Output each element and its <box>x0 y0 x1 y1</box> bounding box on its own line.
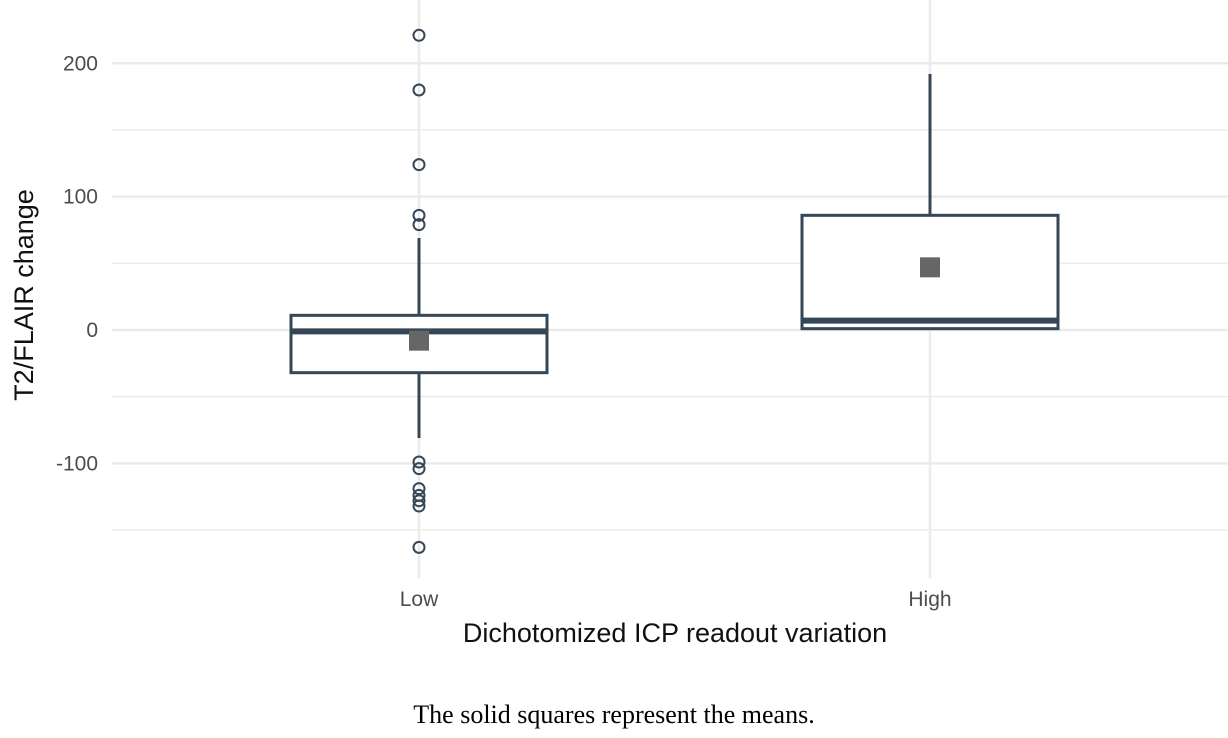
x-tick-label: High <box>908 588 951 611</box>
y-tick-label: 0 <box>86 319 98 342</box>
boxplot-chart: -100 0 100 200 Low High Dichotomized ICP read… <box>9 0 1228 648</box>
y-tick-label: 200 <box>63 52 98 75</box>
mean-marker <box>920 257 940 278</box>
outlier-point <box>412 158 426 172</box>
outlier-point <box>412 208 426 222</box>
outlier-point <box>412 482 426 496</box>
grid-layer <box>112 0 1228 578</box>
outlier-point <box>412 83 426 97</box>
x-axis-title: Dichotomized ICP readout variation <box>463 618 887 648</box>
y-axis-title: T2/FLAIR change <box>9 189 39 401</box>
x-tick-label: Low <box>400 588 439 611</box>
outlier-point <box>412 28 426 42</box>
outlier-point <box>412 455 426 469</box>
label-layer: -100 0 100 200 Low High <box>56 52 952 611</box>
outlier-point <box>412 499 426 513</box>
outlier-point <box>412 494 426 508</box>
y-tick-label: -100 <box>56 452 98 475</box>
outlier-point <box>412 462 426 476</box>
outlier-point <box>412 540 426 554</box>
mean-marker <box>409 330 429 351</box>
figure-caption: The solid squares represent the means. <box>413 700 815 729</box>
outlier-point <box>412 218 426 232</box>
box-layer <box>289 28 1060 554</box>
y-tick-label: 100 <box>63 186 98 209</box>
